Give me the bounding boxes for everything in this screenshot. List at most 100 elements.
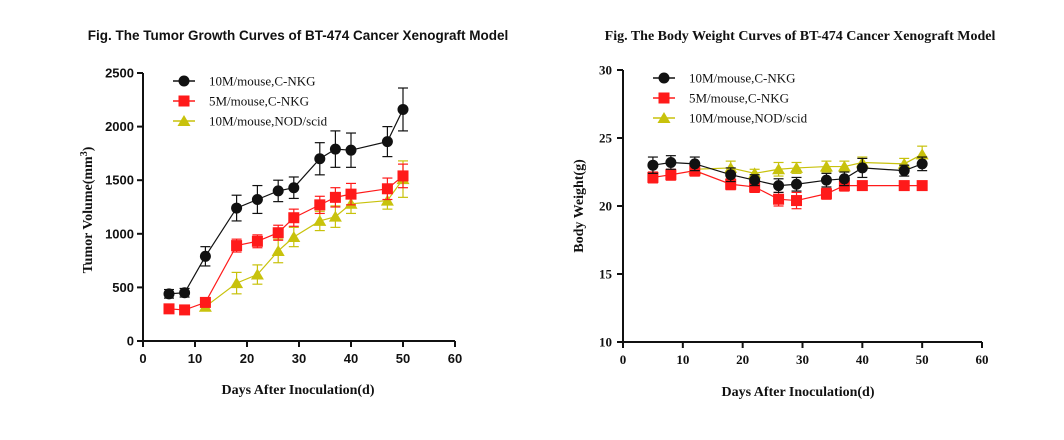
- tumor-legend-marker: [178, 75, 190, 87]
- tumor-series-line: [168, 175, 404, 311]
- weight-x-tick-label: 60: [976, 352, 989, 367]
- tumor-data-point: [251, 235, 263, 247]
- weight-legend: 10M/mouse,C-NKG 5M/mouse,C-NKG 10M/mouse,N…: [653, 71, 808, 126]
- weight-data-point: [725, 169, 737, 181]
- weight-y-tick-label: 20: [599, 199, 612, 214]
- weight-data-point: [856, 162, 868, 174]
- weight-series: [647, 145, 929, 210]
- weight-data-point: [790, 161, 804, 173]
- weight-x-tick-label: 50: [916, 352, 929, 367]
- tumor-x-tick-label: 20: [240, 351, 254, 366]
- weight-legend-marker: [658, 72, 670, 84]
- tumor-x-tick-label: 30: [292, 351, 306, 366]
- tumor-y-tick-label: 2500: [105, 66, 134, 81]
- weight-y-tick-label: 15: [599, 267, 613, 282]
- weight-x-tick-label: 20: [736, 352, 749, 367]
- tumor-data-point: [345, 188, 357, 200]
- tumor-series-line: [205, 178, 404, 308]
- tumor-x-tick-label: 10: [188, 351, 202, 366]
- tumor-x-tick-label: 50: [396, 351, 410, 366]
- weight-data-point: [689, 158, 701, 170]
- weight-series-line: [694, 153, 923, 174]
- tumor-x-tick-label: 40: [344, 351, 358, 366]
- weight-legend-label: 5M/mouse,C-NKG: [689, 91, 789, 106]
- tumor-data-point: [287, 231, 301, 243]
- weight-data-point: [916, 180, 928, 192]
- weight-data-point: [725, 178, 737, 190]
- tumor-legend-marker: [177, 115, 191, 126]
- tumor-x-ticks: 0 10 20 30 40 50 60: [139, 341, 462, 366]
- weight-data-point: [647, 171, 659, 183]
- weight-data-point: [837, 160, 851, 172]
- weight-data-point: [820, 188, 832, 200]
- weight-series-olive: [688, 145, 929, 179]
- weight-series-black: [647, 155, 928, 193]
- weight-data-point: [819, 160, 833, 172]
- weight-x-tick-label: 40: [856, 352, 869, 367]
- tumor-data-point: [271, 244, 285, 256]
- weight-data-point: [898, 165, 910, 177]
- tumor-data-point: [272, 185, 284, 197]
- tumor-data-point: [272, 227, 284, 239]
- weight-data-point: [665, 156, 677, 168]
- weight-y-tick-label: 10: [599, 335, 612, 350]
- tumor-legend: 10M/mouse,C-NKG 5M/mouse,C-NKG 10M/mouse,N…: [173, 74, 328, 129]
- tumor-data-point: [381, 183, 393, 195]
- tumor-data-point: [199, 250, 211, 262]
- tumor-series-red: [163, 163, 409, 316]
- weight-data-point: [749, 174, 761, 186]
- weight-x-ticks: 0 10 20 30 40 50 60: [620, 342, 989, 367]
- tumor-legend-label: 5M/mouse,C-NKG: [209, 94, 309, 109]
- tumor-series: [163, 87, 410, 316]
- weight-data-point: [856, 180, 868, 192]
- weight-data-point: [749, 181, 761, 193]
- tumor-legend-label: 10M/mouse,C-NKG: [209, 74, 316, 89]
- tumor-series-line: [168, 109, 404, 295]
- tumor-data-point: [314, 199, 326, 211]
- tumor-data-point: [199, 296, 211, 308]
- tumor-series-black: [163, 87, 409, 300]
- weight-x-tick-label: 30: [796, 352, 809, 367]
- weight-data-point: [791, 178, 803, 190]
- weight-y-axis-label: Body Weight(g): [572, 159, 587, 253]
- tumor-legend-label: 10M/mouse,NOD/scid: [209, 114, 328, 129]
- tumor-data-point: [230, 277, 244, 289]
- weight-data-point: [898, 180, 910, 192]
- tumor-data-point: [179, 304, 191, 316]
- weight-legend-label: 10M/mouse,NOD/scid: [689, 111, 808, 126]
- tumor-data-point: [314, 153, 326, 165]
- weight-x-tick-label: 0: [620, 352, 627, 367]
- tumor-y-tick-label: 2000: [105, 119, 134, 134]
- weight-data-point: [772, 163, 786, 175]
- tumor-data-point: [250, 268, 264, 280]
- tumor-data-point: [328, 210, 342, 222]
- tumor-data-point: [163, 303, 175, 315]
- body-weight-chart: Fig. The Body Weight Curves of BT-474 Ca…: [572, 29, 995, 400]
- tumor-data-point: [288, 212, 300, 224]
- tumor-data-point: [329, 143, 341, 155]
- tumor-y-ticks: 0 500 1000 1500 2000 2500: [105, 66, 143, 349]
- tumor-x-tick-label: 60: [448, 351, 462, 366]
- tumor-data-point: [397, 103, 409, 115]
- tumor-series-olive: [198, 160, 410, 312]
- weight-chart-title: Fig. The Body Weight Curves of BT-474 Ca…: [605, 29, 996, 44]
- tumor-data-point: [313, 214, 327, 226]
- weight-data-point: [773, 180, 785, 192]
- tumor-data-point: [231, 202, 243, 214]
- tumor-x-axis-label: Days After Inoculation(d): [222, 383, 375, 398]
- tumor-data-point: [179, 287, 191, 299]
- weight-x-tick-label: 10: [676, 352, 689, 367]
- tumor-legend-marker: [178, 95, 190, 107]
- weight-x-axis-label: Days After Inoculation(d): [722, 385, 875, 400]
- tumor-y-axis-label: Tumor Volume(mm3): [79, 146, 96, 273]
- tumor-y-tick-label: 0: [127, 334, 134, 349]
- weight-data-point: [748, 167, 762, 179]
- tumor-chart-title: Fig. The Tumor Growth Curves of BT-474 C…: [88, 28, 509, 43]
- weight-data-point: [773, 193, 785, 205]
- weight-data-point: [791, 195, 803, 207]
- tumor-data-point: [397, 170, 409, 182]
- weight-legend-label: 10M/mouse,C-NKG: [689, 71, 796, 86]
- tumor-y-tick-label: 500: [112, 280, 134, 295]
- weight-series-red: [647, 164, 928, 210]
